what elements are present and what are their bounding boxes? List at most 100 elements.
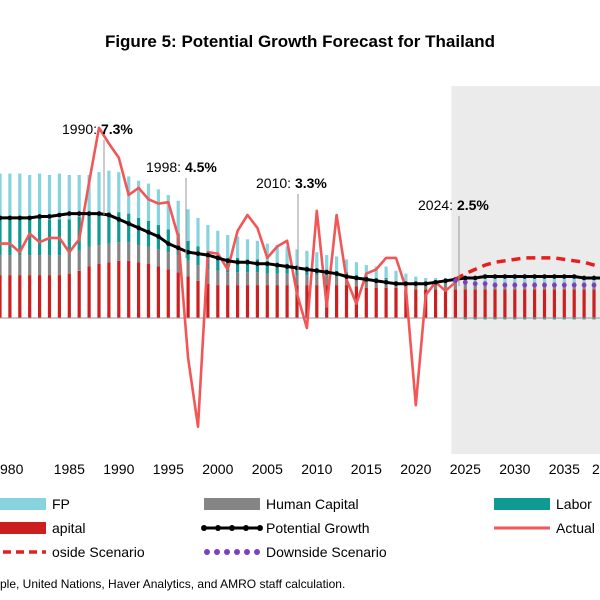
potential-point-2033 — [542, 274, 547, 279]
bar-tfp-1989 — [107, 170, 111, 213]
legend-swatch-dot-potential-1 — [215, 525, 221, 531]
downside-point-2024 — [453, 278, 458, 284]
legend-label-potential: Potential Growth — [266, 520, 370, 536]
bar-capital-1999 — [206, 283, 210, 318]
bar-tfp-2017 — [384, 266, 388, 278]
bar-capital-2033 — [542, 289, 547, 318]
potential-point-2020 — [413, 281, 419, 286]
bar-capital-1992 — [137, 262, 141, 318]
x-tick-1995: 1995 — [153, 461, 184, 477]
potential-point-2006 — [274, 262, 280, 268]
bar-human_capital-2003 — [245, 272, 250, 286]
potential-point-2016 — [373, 278, 379, 284]
bar-capital-2003 — [245, 285, 250, 318]
bar-capital-2008 — [295, 285, 299, 318]
downside-point-2030 — [512, 282, 518, 288]
potential-point-2027 — [482, 274, 488, 279]
downside-point-2036 — [571, 282, 577, 288]
potential-point-2012 — [334, 271, 339, 276]
bar-capital-2030 — [513, 289, 517, 318]
potential-point-2001 — [225, 258, 230, 264]
legend-label-labor: Labor — [556, 496, 592, 512]
downside-point-2026 — [472, 281, 478, 287]
downside-point-2025 — [462, 279, 468, 285]
x-tick-labels: 980 1985 1990 1995 2000 2005 2010 2015 2020 2025 2… — [0, 461, 600, 477]
downside-point-2038 — [591, 282, 597, 288]
bar-labor-2000 — [216, 255, 220, 271]
potential-point-1990 — [116, 217, 122, 222]
bar-human_capital-2006 — [275, 273, 279, 286]
potential-point-1985 — [67, 211, 72, 216]
bars-layer — [0, 170, 596, 320]
bar-capital-2012 — [335, 285, 339, 318]
x-tick-1990: 1990 — [103, 461, 134, 477]
x-tick-2015: 2015 — [351, 461, 382, 477]
bar-human_capital-1990 — [117, 242, 121, 261]
bar-capital-1998 — [196, 280, 200, 318]
bar-capital-2018 — [394, 287, 398, 318]
bar-human_capital-1985 — [67, 253, 71, 274]
chart-title: Figure 5: Potential Growth Forecast for … — [104, 32, 496, 51]
legend-swatch-human_capital — [204, 498, 260, 510]
bar-capital-2036 — [572, 289, 576, 318]
bar-labor-1981 — [28, 217, 32, 256]
potential-point-2019 — [403, 281, 409, 286]
x-tick-2030: 2030 — [499, 461, 530, 477]
annotation-1998: 1998: 4.5% — [146, 159, 217, 175]
downside-point-2032 — [532, 282, 537, 288]
bar-labor-1990 — [117, 212, 121, 243]
bar-capital-2015 — [364, 287, 368, 318]
bar-tfp-2033 — [542, 277, 547, 283]
bar-capital-1980 — [18, 275, 22, 318]
bar-human_capital-2016 — [374, 279, 378, 288]
downside-point-2031 — [522, 282, 528, 288]
bar-tfp-1987 — [87, 175, 91, 214]
potential-point-2034 — [552, 274, 557, 279]
annotation-label-2024: 2024: — [418, 197, 457, 213]
legend-label-human_capital: Human Capital — [266, 496, 359, 512]
potential-point-2009 — [304, 267, 310, 272]
potential-point-2037 — [581, 275, 587, 281]
x-tick-1985: 1985 — [54, 461, 85, 477]
bar-capital-1986 — [77, 270, 81, 318]
bar-labor-2032 — [533, 318, 537, 320]
bar-human_capital-2002 — [236, 272, 240, 286]
bar-capital-2013 — [344, 285, 349, 318]
bar-human_capital-1979 — [8, 255, 12, 276]
bar-tfp-2016 — [374, 266, 378, 278]
potential-point-2018 — [393, 281, 399, 286]
bar-tfp-2002 — [236, 236, 240, 258]
potential-point-2014 — [354, 275, 359, 281]
potential-point-1991 — [126, 221, 131, 226]
potential-point-1998 — [195, 251, 201, 256]
bar-human_capital-2005 — [265, 273, 269, 286]
x-tick-2000: 2000 — [202, 461, 233, 477]
bar-capital-1985 — [67, 273, 71, 318]
x-tick-2005: 2005 — [252, 461, 283, 477]
bar-human_capital-2023 — [443, 282, 448, 290]
bar-labor-2037 — [582, 318, 586, 320]
potential-point-2008 — [294, 265, 300, 271]
bar-capital-1990 — [117, 260, 121, 318]
bar-tfp-2028 — [493, 277, 497, 283]
bar-human_capital-1995 — [166, 252, 170, 270]
potential-point-2010 — [314, 268, 320, 274]
bar-labor-2017 — [384, 277, 388, 280]
bar-capital-2001 — [226, 285, 230, 318]
bar-capital-1988 — [97, 263, 101, 318]
bar-tfp-2021 — [424, 277, 428, 283]
bar-labor-1987 — [87, 213, 91, 247]
legend-swatch-dot-downside-2 — [224, 549, 230, 555]
annotation-value-2010: 3.3% — [295, 175, 327, 191]
potential-point-2005 — [265, 261, 270, 266]
bar-capital-2031 — [523, 289, 527, 318]
bar-human_capital-1981 — [28, 255, 32, 276]
x-tick-2025: 2025 — [450, 461, 481, 477]
bar-capital-2027 — [483, 289, 487, 318]
bar-capital-2020 — [414, 289, 418, 318]
bar-capital-2004 — [255, 285, 259, 318]
legend-swatch-dot-potential-0 — [201, 525, 207, 531]
x-tick-1980: 980 — [0, 461, 24, 477]
bar-tfp-1992 — [137, 180, 141, 218]
bar-human_capital-2014 — [354, 277, 358, 287]
